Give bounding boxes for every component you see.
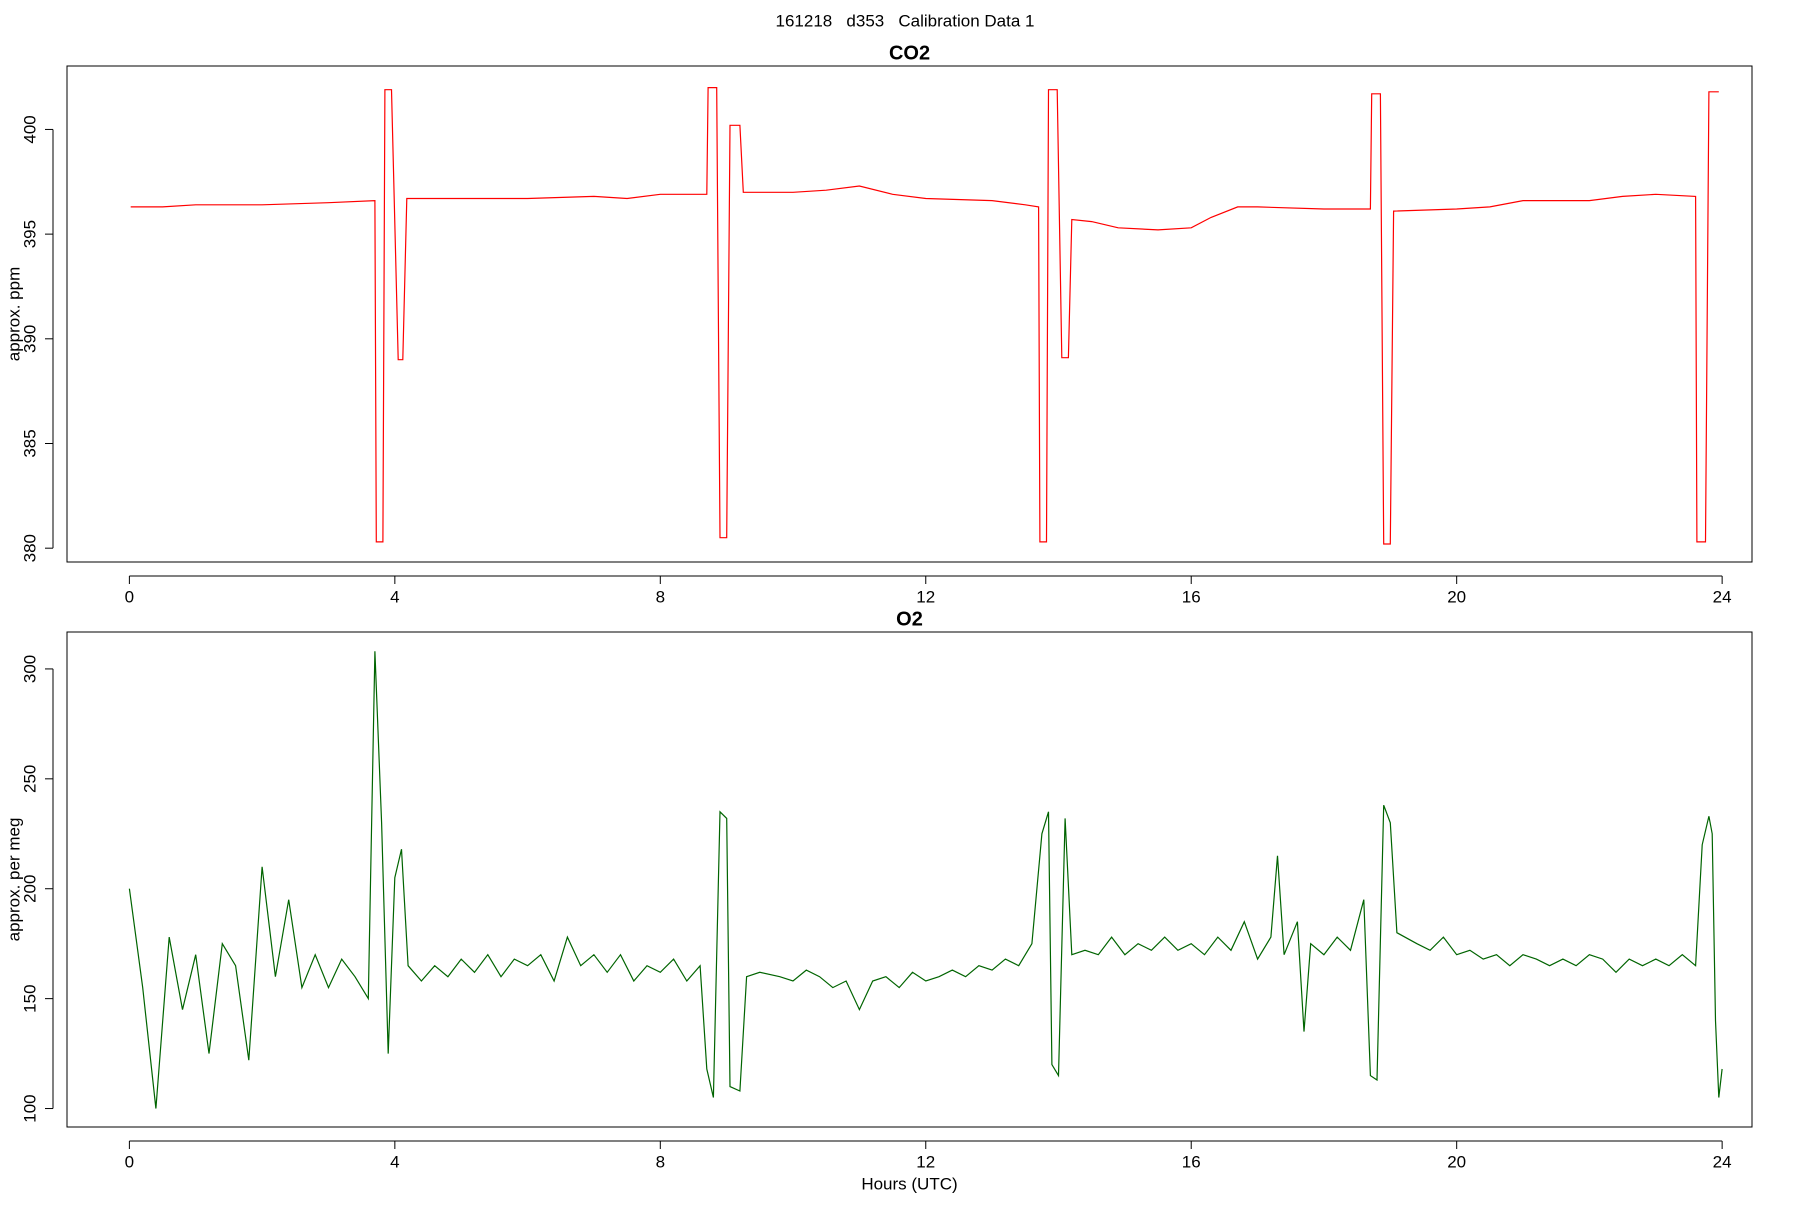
y-tick-label: 385 [20, 429, 39, 457]
y-tick-label: 380 [20, 534, 39, 562]
x-tick-label: 8 [656, 587, 665, 606]
y-axis-label: approx. per meg [4, 818, 23, 942]
data-line [130, 87, 1719, 545]
x-tick-label: 0 [125, 587, 134, 606]
x-tick-label: 24 [1713, 1152, 1732, 1171]
y-axis-label: approx. ppm [4, 267, 23, 362]
y-tick-label: 250 [20, 765, 39, 793]
x-tick-label: 16 [1182, 1152, 1201, 1171]
x-tick-label: 24 [1713, 587, 1732, 606]
x-tick-label: 8 [656, 1152, 665, 1171]
x-axis-label: Hours (UTC) [861, 1174, 957, 1193]
y-tick-label: 390 [20, 325, 39, 353]
figure-title: 161218 d353 Calibration Data 1 [776, 11, 1035, 30]
x-tick-label: 12 [916, 1152, 935, 1171]
y-tick-label: 200 [20, 875, 39, 903]
x-tick-label: 0 [125, 1152, 134, 1171]
plot-title: O2 [896, 608, 923, 630]
x-tick-label: 4 [390, 587, 399, 606]
plot-frame [66, 631, 1753, 1128]
y-tick-label: 400 [20, 115, 39, 143]
data-line [128, 651, 1723, 1109]
x-tick-label: 4 [390, 1152, 399, 1171]
x-tick-label: 20 [1447, 1152, 1466, 1171]
plot-frame [66, 65, 1753, 563]
x-tick-label: 20 [1447, 587, 1466, 606]
y-tick-label: 395 [20, 220, 39, 248]
y-tick-label: 150 [20, 984, 39, 1012]
x-tick-label: 16 [1182, 587, 1201, 606]
y-tick-label: 100 [20, 1094, 39, 1122]
plot-title: CO2 [889, 42, 930, 64]
y-tick-label: 300 [20, 655, 39, 683]
x-tick-label: 12 [916, 587, 935, 606]
